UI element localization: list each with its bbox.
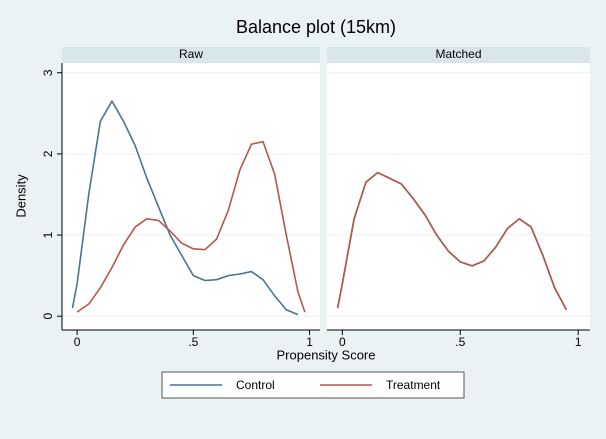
- plot-area: [62, 63, 320, 330]
- density-line: [76, 140, 306, 313]
- y-axis-label: Density: [13, 174, 28, 218]
- panel-title: Raw: [179, 47, 203, 61]
- y-tick-label: 0: [41, 313, 55, 320]
- legend-label: Control: [236, 378, 275, 392]
- y-tick-label: 3: [41, 69, 55, 76]
- density-line: [336, 171, 568, 311]
- panel-header: [62, 47, 320, 63]
- legend-label: Treatment: [386, 378, 441, 392]
- x-tick-label: .5: [188, 335, 198, 349]
- x-tick-label: 0: [339, 335, 346, 349]
- x-tick-label: 0: [74, 335, 81, 349]
- plot-area: [327, 63, 590, 330]
- density-line: [71, 100, 299, 316]
- y-tick-label: 1: [41, 231, 55, 238]
- x-tick-label: .5: [455, 335, 465, 349]
- panel-title: Matched: [435, 47, 481, 61]
- x-tick-label: 1: [575, 335, 582, 349]
- panel-header: [327, 47, 590, 63]
- x-axis-label: Propensity Score: [277, 347, 376, 362]
- x-tick-label: 1: [306, 335, 313, 349]
- y-tick-label: 2: [41, 150, 55, 157]
- chart-title: Balance plot (15km): [236, 17, 396, 37]
